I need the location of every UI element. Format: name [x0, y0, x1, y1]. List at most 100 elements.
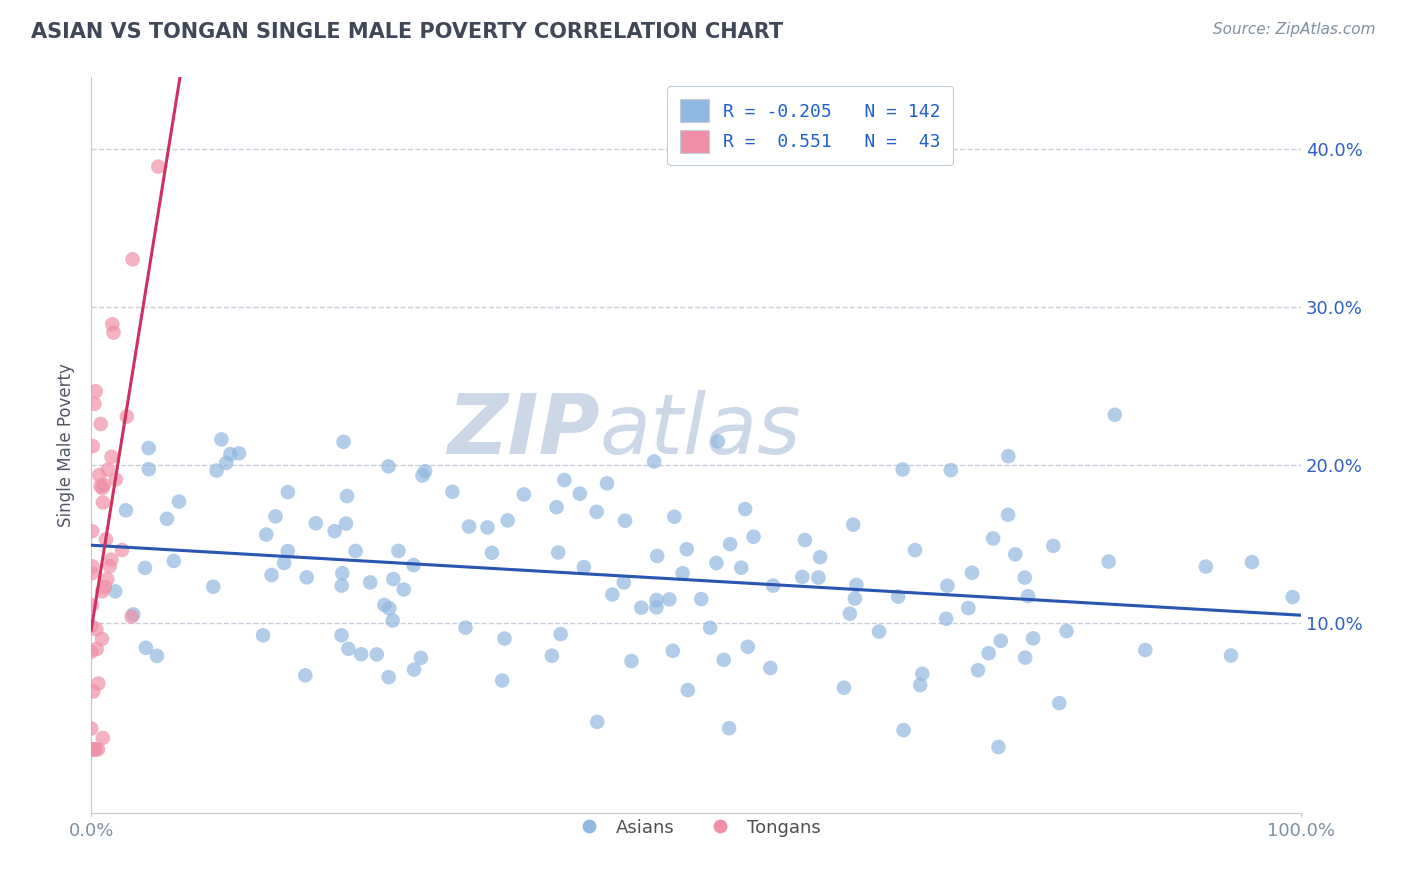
Point: [323, 524, 346, 538]
Point: [100, 552, 122, 566]
Point: [981, 532, 1004, 546]
Point: [89, 479, 111, 493]
Point: [330, 628, 353, 642]
Point: [330, 566, 353, 581]
Point: [94, 580, 117, 594]
Point: [378, 601, 401, 615]
Point: [496, 513, 519, 527]
Point: [676, 683, 699, 698]
Point: [215, 456, 238, 470]
Point: [98, 559, 121, 574]
Point: [904, 543, 927, 558]
Point: [613, 575, 636, 590]
Point: [643, 454, 665, 468]
Point: [100, 450, 122, 464]
Point: [477, 520, 499, 534]
Point: [977, 646, 1000, 660]
Point: [294, 668, 316, 682]
Point: [585, 505, 607, 519]
Point: [730, 560, 752, 574]
Point: [690, 592, 713, 607]
Point: [699, 621, 721, 635]
Point: [600, 587, 623, 601]
Point: [148, 160, 170, 174]
Point: [84, 384, 107, 399]
Point: [481, 546, 503, 560]
Point: [1056, 624, 1078, 639]
Point: [373, 598, 395, 612]
Point: [645, 600, 668, 615]
Point: [997, 449, 1019, 463]
Point: [82, 742, 104, 756]
Point: [707, 434, 730, 449]
Point: [494, 632, 516, 646]
Text: Source: ZipAtlas.com: Source: ZipAtlas.com: [1212, 22, 1375, 37]
Point: [252, 628, 274, 642]
Point: [832, 681, 855, 695]
Point: [404, 663, 426, 677]
Point: [80, 619, 103, 633]
Text: ZIP: ZIP: [447, 390, 599, 471]
Point: [891, 462, 914, 476]
Point: [1135, 643, 1157, 657]
Point: [630, 600, 652, 615]
Point: [661, 644, 683, 658]
Point: [935, 612, 957, 626]
Point: [202, 580, 225, 594]
Point: [547, 545, 569, 559]
Point: [111, 543, 134, 558]
Point: [671, 566, 693, 581]
Point: [209, 433, 232, 447]
Text: atlas: atlas: [599, 390, 801, 471]
Point: [84, 742, 107, 756]
Point: [1004, 547, 1026, 561]
Point: [842, 517, 865, 532]
Point: [553, 473, 575, 487]
Point: [254, 527, 277, 541]
Point: [411, 468, 433, 483]
Point: [960, 566, 983, 580]
Point: [793, 533, 815, 547]
Point: [844, 591, 866, 606]
Point: [87, 676, 110, 690]
Point: [91, 584, 114, 599]
Point: [1098, 555, 1121, 569]
Legend: Asians, Tongans: Asians, Tongans: [564, 812, 828, 844]
Point: [759, 661, 782, 675]
Point: [337, 641, 360, 656]
Point: [454, 621, 477, 635]
Point: [808, 550, 831, 565]
Point: [332, 434, 354, 449]
Point: [1042, 539, 1064, 553]
Point: [762, 579, 785, 593]
Point: [413, 464, 436, 478]
Point: [228, 446, 250, 460]
Point: [91, 481, 114, 495]
Point: [91, 495, 114, 509]
Point: [80, 524, 103, 539]
Point: [295, 570, 318, 584]
Point: [260, 568, 283, 582]
Point: [675, 542, 697, 557]
Point: [305, 516, 328, 531]
Point: [138, 441, 160, 455]
Point: [596, 476, 619, 491]
Point: [134, 561, 156, 575]
Point: [83, 742, 105, 756]
Point: [101, 318, 124, 332]
Point: [491, 673, 513, 688]
Point: [167, 494, 190, 508]
Point: [792, 570, 814, 584]
Point: [273, 556, 295, 570]
Point: [277, 485, 299, 500]
Point: [658, 592, 681, 607]
Point: [1022, 632, 1045, 646]
Point: [381, 614, 404, 628]
Point: [91, 632, 114, 646]
Point: [568, 486, 591, 500]
Point: [122, 607, 145, 622]
Point: [96, 572, 118, 586]
Point: [82, 742, 104, 756]
Point: [838, 607, 860, 621]
Point: [377, 459, 399, 474]
